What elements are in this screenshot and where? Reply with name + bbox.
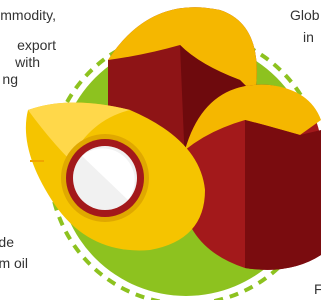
text-line: ng bbox=[2, 71, 18, 87]
text-line: with bbox=[14, 54, 40, 70]
illustration: mmodity, export with ng de m oil Glob in… bbox=[0, 0, 321, 300]
text-line: Glob bbox=[290, 7, 320, 23]
text-line: de bbox=[0, 234, 14, 250]
text-line: in bbox=[303, 29, 314, 45]
text-line: m oil bbox=[0, 255, 28, 271]
text-line: mmodity, bbox=[0, 7, 56, 23]
right-fruit bbox=[182, 85, 321, 270]
text-line: F bbox=[314, 281, 321, 297]
text-line: export bbox=[17, 37, 56, 53]
